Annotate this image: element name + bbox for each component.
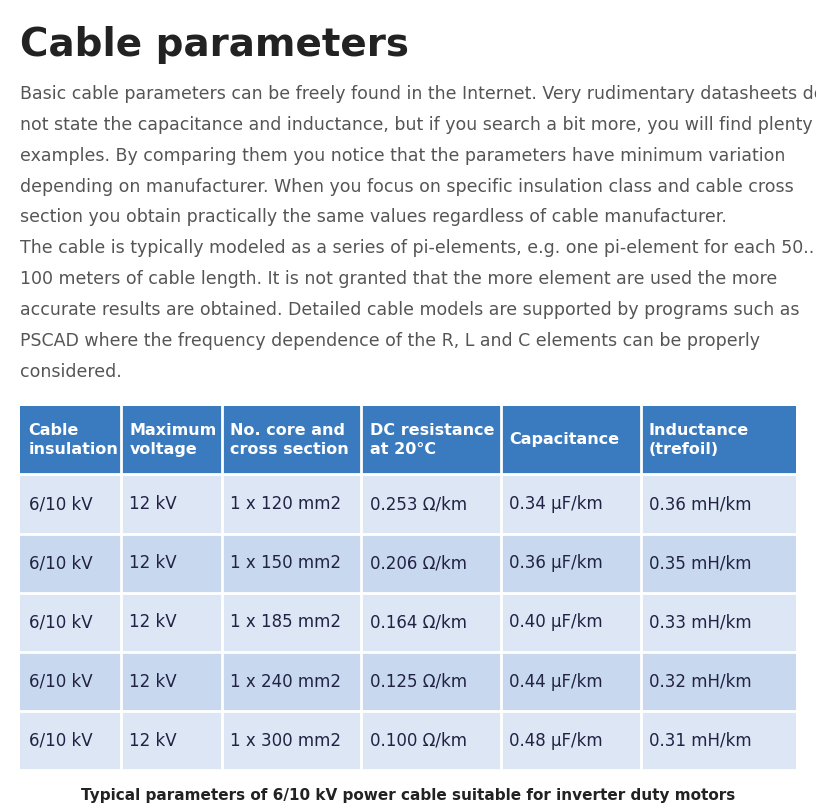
Text: 12 kV: 12 kV [129,554,177,573]
Text: 0.35 mH/km: 0.35 mH/km [649,554,752,573]
Bar [641,652,796,711]
Bar [20,474,121,534]
Text: Cable parameters: Cable parameters [20,26,410,64]
Bar [222,406,361,474]
Bar [641,474,796,534]
Text: not state the capacitance and inductance, but if you search a bit more, you will: not state the capacitance and inductance… [20,116,816,134]
Bar [501,474,641,534]
Text: 0.33 mH/km: 0.33 mH/km [649,613,752,632]
Text: 6/10 kV: 6/10 kV [29,554,92,573]
Bar [20,406,121,474]
Text: 12 kV: 12 kV [129,672,177,691]
Bar [222,474,361,534]
Text: DC resistance
at 20°C: DC resistance at 20°C [370,423,494,457]
Bar [641,711,796,770]
Bar [641,534,796,593]
Text: 12 kV: 12 kV [129,732,177,750]
Text: 1 x 120 mm2: 1 x 120 mm2 [230,495,341,513]
Text: examples. By comparing them you notice that the parameters have minimum variatio: examples. By comparing them you notice t… [20,147,786,165]
Bar [501,652,641,711]
Text: 0.253 Ω/km: 0.253 Ω/km [370,495,467,513]
Bar [641,406,796,474]
Bar [361,652,501,711]
Text: 6/10 kV: 6/10 kV [29,495,92,513]
Bar [20,652,121,711]
Bar [361,534,501,593]
Text: 0.44 μF/km: 0.44 μF/km [509,672,603,691]
Text: Cable
insulation: Cable insulation [29,423,118,457]
Text: The cable is typically modeled as a series of pi-elements, e.g. one pi-element f: The cable is typically modeled as a seri… [20,239,816,257]
Bar [361,593,501,652]
Text: 0.48 μF/km: 0.48 μF/km [509,732,603,750]
Bar [222,593,361,652]
Text: 0.40 μF/km: 0.40 μF/km [509,613,603,632]
Text: 6/10 kV: 6/10 kV [29,732,92,750]
Text: considered.: considered. [20,363,122,380]
Bar [361,711,501,770]
Bar [20,711,121,770]
Bar [361,474,501,534]
Bar [222,711,361,770]
Text: 0.32 mH/km: 0.32 mH/km [649,672,752,691]
Bar [121,534,222,593]
Text: 0.34 μF/km: 0.34 μF/km [509,495,603,513]
Bar [121,474,222,534]
Bar [501,406,641,474]
Bar [641,593,796,652]
Bar [20,534,121,593]
Text: 100 meters of cable length. It is not granted that the more element are used the: 100 meters of cable length. It is not gr… [20,270,778,288]
Text: No. core and
cross section: No. core and cross section [230,423,349,457]
Text: 0.36 μF/km: 0.36 μF/km [509,554,603,573]
Text: Inductance
(trefoil): Inductance (trefoil) [649,423,749,457]
Bar [121,406,222,474]
Bar [501,711,641,770]
Text: 0.125 Ω/km: 0.125 Ω/km [370,672,467,691]
Bar [121,652,222,711]
Bar [222,652,361,711]
Text: 1 x 185 mm2: 1 x 185 mm2 [230,613,341,632]
Bar [20,593,121,652]
Text: 0.100 Ω/km: 0.100 Ω/km [370,732,467,750]
Bar [501,534,641,593]
Bar [121,593,222,652]
Text: Typical parameters of 6/10 kV power cable suitable for inverter duty motors: Typical parameters of 6/10 kV power cabl… [81,788,735,803]
Text: 6/10 kV: 6/10 kV [29,613,92,632]
Text: PSCAD where the frequency dependence of the R, L and C elements can be properly: PSCAD where the frequency dependence of … [20,332,761,350]
Text: 0.36 mH/km: 0.36 mH/km [649,495,752,513]
Text: Maximum
voltage: Maximum voltage [129,423,216,457]
Text: 0.206 Ω/km: 0.206 Ω/km [370,554,467,573]
Text: section you obtain practically the same values regardless of cable manufacturer.: section you obtain practically the same … [20,208,727,226]
Text: 1 x 240 mm2: 1 x 240 mm2 [230,672,341,691]
Text: 1 x 150 mm2: 1 x 150 mm2 [230,554,341,573]
Text: depending on manufacturer. When you focus on specific insulation class and cable: depending on manufacturer. When you focu… [20,178,794,195]
Text: 6/10 kV: 6/10 kV [29,672,92,691]
Text: 0.31 mH/km: 0.31 mH/km [649,732,752,750]
Text: 12 kV: 12 kV [129,613,177,632]
Text: 12 kV: 12 kV [129,495,177,513]
Text: 1 x 300 mm2: 1 x 300 mm2 [230,732,341,750]
Bar [222,534,361,593]
Text: Capacitance: Capacitance [509,432,619,448]
Text: Basic cable parameters can be freely found in the Internet. Very rudimentary dat: Basic cable parameters can be freely fou… [20,85,816,103]
Bar [501,593,641,652]
Bar [361,406,501,474]
Bar [121,711,222,770]
Text: accurate results are obtained. Detailed cable models are supported by programs s: accurate results are obtained. Detailed … [20,301,800,319]
Text: 0.164 Ω/km: 0.164 Ω/km [370,613,467,632]
